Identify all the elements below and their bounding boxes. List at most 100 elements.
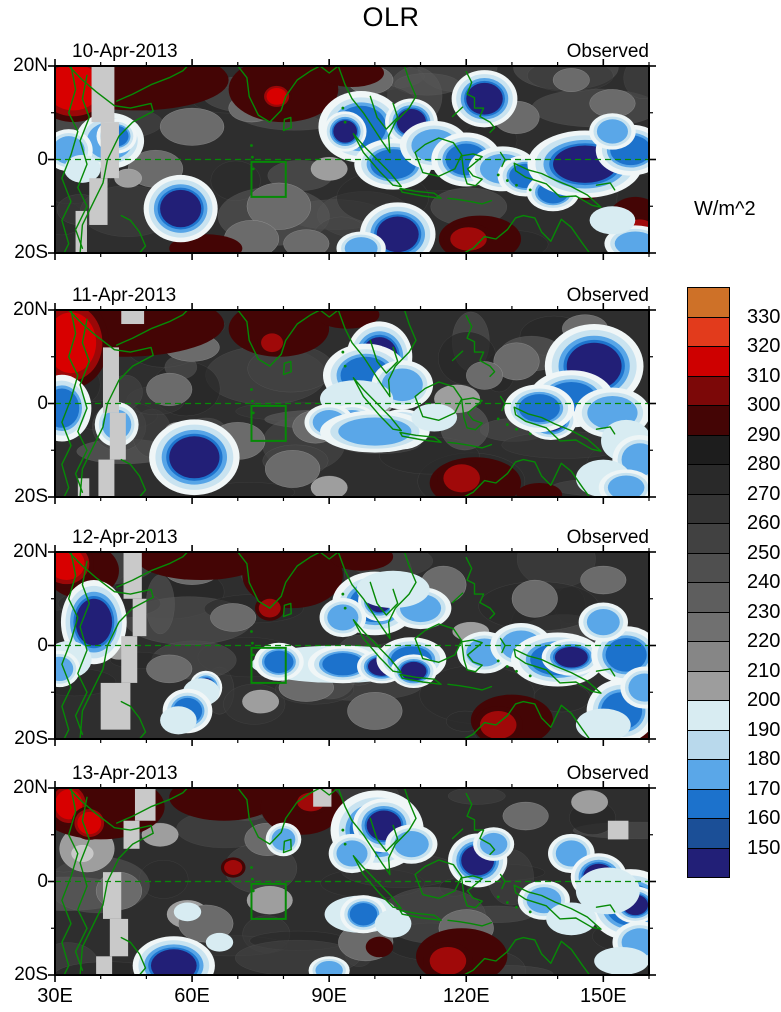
coastline-path [387, 788, 417, 876]
coastline-path [61, 66, 79, 253]
coastline-path [319, 66, 339, 74]
coastline-path [61, 552, 79, 739]
coastline-path [499, 637, 506, 654]
coastline-path [352, 377, 402, 432]
coastline-path [67, 552, 154, 739]
olr-anomaly-blob [552, 68, 590, 92]
olr-anomaly-blob [344, 237, 378, 253]
colorbar-boundary-label: 260 [747, 512, 781, 534]
olr-anomaly-blob [310, 156, 348, 181]
y-axis-tick-label: 20N [13, 55, 48, 76]
coastline-path [352, 619, 402, 674]
colorbar-cell [688, 819, 729, 849]
olr-anomaly-blob [283, 229, 330, 253]
missing-data-mask [102, 347, 119, 413]
island-dot [250, 399, 254, 403]
colorbar-cell [688, 701, 729, 731]
coastline-path [116, 552, 189, 588]
olr-anomaly-blob [554, 646, 588, 668]
colorbar-boundary-label: 280 [747, 453, 781, 475]
coastline-path [74, 74, 90, 250]
x-axis-tick-label: 120E [442, 985, 490, 1007]
y-axis-tick-label: 20N [13, 541, 48, 562]
olr-anomaly-blob [173, 902, 202, 922]
olr-anomaly-blob [347, 692, 403, 730]
island-dot [496, 173, 500, 177]
island-dot [528, 674, 532, 678]
colorbar-boundary-label: 240 [747, 571, 781, 593]
olr-anomaly-blob [511, 579, 558, 618]
olr-anomaly-blob [502, 801, 549, 831]
coastline-path [463, 214, 591, 253]
coastline-path [461, 153, 483, 187]
olr-anomaly-blob [605, 638, 647, 672]
olr-anomaly-blob [75, 598, 113, 646]
island-dot [505, 179, 509, 182]
missing-data-mask [109, 918, 129, 957]
olr-anomaly-blob [589, 206, 636, 235]
panel-border [54, 65, 650, 254]
coastline-path [465, 314, 496, 378]
coastline-path [319, 310, 339, 318]
coastline-path [67, 66, 154, 253]
olr-anomaly-blob [580, 565, 627, 595]
olr-anomaly-blob [594, 946, 649, 975]
coastline-path [282, 360, 292, 376]
panel-observed-label: Observed [566, 285, 649, 306]
coastline-path [237, 310, 321, 367]
olr-anomaly-blob [394, 831, 429, 858]
olr-anomaly-blob [338, 417, 412, 446]
colorbar-cell [688, 671, 729, 701]
coastline-path [463, 458, 591, 497]
olr-anomaly-blob [159, 107, 225, 146]
olr-anomaly-blob [376, 216, 419, 253]
coastline-path [414, 623, 463, 664]
contour-texture-blob [623, 66, 649, 100]
panel-observed-label: Observed [566, 763, 649, 784]
coastline-path [451, 828, 464, 840]
missing-data-mask [132, 598, 147, 637]
island-dot [250, 388, 253, 391]
colorbar-boundary-label: 250 [747, 541, 781, 564]
coastline-path [369, 339, 399, 374]
olr-anomaly-blob [55, 656, 74, 682]
map-canvas [48, 303, 656, 504]
index-region-box [250, 646, 287, 684]
coastline-path [337, 552, 391, 640]
coastline-path [451, 106, 464, 118]
olr-anomaly-blob [146, 372, 193, 407]
coastline-path [319, 552, 339, 560]
coastline-path [513, 162, 602, 208]
olr-anomaly-blob [555, 840, 587, 867]
y-axis-tick-label: 20N [13, 777, 48, 798]
colorbar-cell [688, 317, 729, 347]
x-axis-tick-label: 60E [174, 985, 210, 1007]
island-dot [250, 866, 253, 869]
x-axis-tick-label: 30E [37, 985, 73, 1007]
coastline-path [120, 214, 147, 253]
missing-data-mask [121, 310, 145, 325]
colorbar-boundary-label: 310 [747, 364, 781, 387]
island-dot [496, 895, 500, 899]
panel-date-label: 13-Apr-2013 [72, 763, 178, 784]
olr-anomaly-blob [146, 654, 193, 684]
island-dot [251, 889, 255, 893]
colorbar-cell [688, 465, 729, 495]
colorbar-boundary-label: 160 [747, 807, 781, 829]
colorbar-cell [688, 760, 729, 790]
island-dot [528, 432, 532, 436]
colorbar-cell [688, 494, 729, 524]
coastline-path [595, 182, 616, 191]
island-dot [505, 901, 509, 904]
olr-anomaly-blob [210, 603, 257, 632]
olr-anomaly-blob [205, 932, 234, 952]
coastline-path [513, 406, 602, 452]
olr-anomaly-blob [450, 227, 487, 251]
coastline-path [369, 95, 399, 130]
olr-anomaly-blob [64, 154, 101, 183]
coastline-path [461, 875, 483, 909]
coastline-path [595, 668, 616, 677]
coastline-path [513, 884, 602, 930]
coastline-path [282, 602, 292, 618]
coastline-path [399, 187, 442, 200]
